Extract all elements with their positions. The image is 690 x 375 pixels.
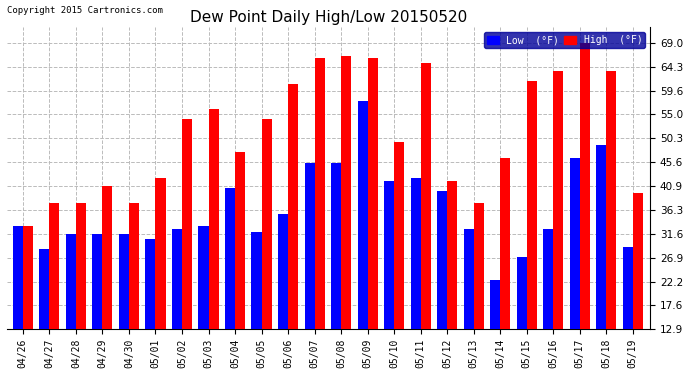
Bar — [155, 178, 166, 329]
Bar — [607, 71, 616, 329]
Bar — [580, 43, 590, 329]
Bar — [172, 229, 182, 329]
Title: Dew Point Daily High/Low 20150520: Dew Point Daily High/Low 20150520 — [190, 10, 467, 25]
Bar — [368, 58, 377, 329]
Bar — [341, 56, 351, 329]
Bar — [304, 163, 315, 329]
Bar — [262, 119, 272, 329]
Bar — [66, 234, 76, 329]
Bar — [464, 229, 474, 329]
Bar — [129, 204, 139, 329]
Bar — [596, 145, 607, 329]
Bar — [447, 180, 457, 329]
Bar — [474, 204, 484, 329]
Bar — [50, 204, 59, 329]
Bar — [208, 109, 219, 329]
Bar — [23, 226, 33, 329]
Bar — [251, 231, 262, 329]
Text: Copyright 2015 Cartronics.com: Copyright 2015 Cartronics.com — [7, 6, 163, 15]
Bar — [570, 158, 580, 329]
Bar — [288, 84, 298, 329]
Bar — [437, 191, 447, 329]
Bar — [543, 229, 553, 329]
Bar — [633, 193, 643, 329]
Legend: Low  (°F), High  (°F): Low (°F), High (°F) — [484, 32, 645, 48]
Bar — [553, 71, 563, 329]
Bar — [225, 188, 235, 329]
Bar — [13, 226, 23, 329]
Bar — [526, 81, 537, 329]
Bar — [235, 153, 245, 329]
Bar — [182, 119, 192, 329]
Bar — [119, 234, 129, 329]
Bar — [517, 257, 526, 329]
Bar — [199, 226, 208, 329]
Bar — [411, 178, 421, 329]
Bar — [92, 234, 102, 329]
Bar — [500, 158, 511, 329]
Bar — [146, 239, 155, 329]
Bar — [76, 204, 86, 329]
Bar — [39, 249, 50, 329]
Bar — [278, 214, 288, 329]
Bar — [490, 280, 500, 329]
Bar — [623, 247, 633, 329]
Bar — [331, 163, 341, 329]
Bar — [394, 142, 404, 329]
Bar — [421, 63, 431, 329]
Bar — [357, 102, 368, 329]
Bar — [384, 180, 394, 329]
Bar — [102, 186, 112, 329]
Bar — [315, 58, 325, 329]
